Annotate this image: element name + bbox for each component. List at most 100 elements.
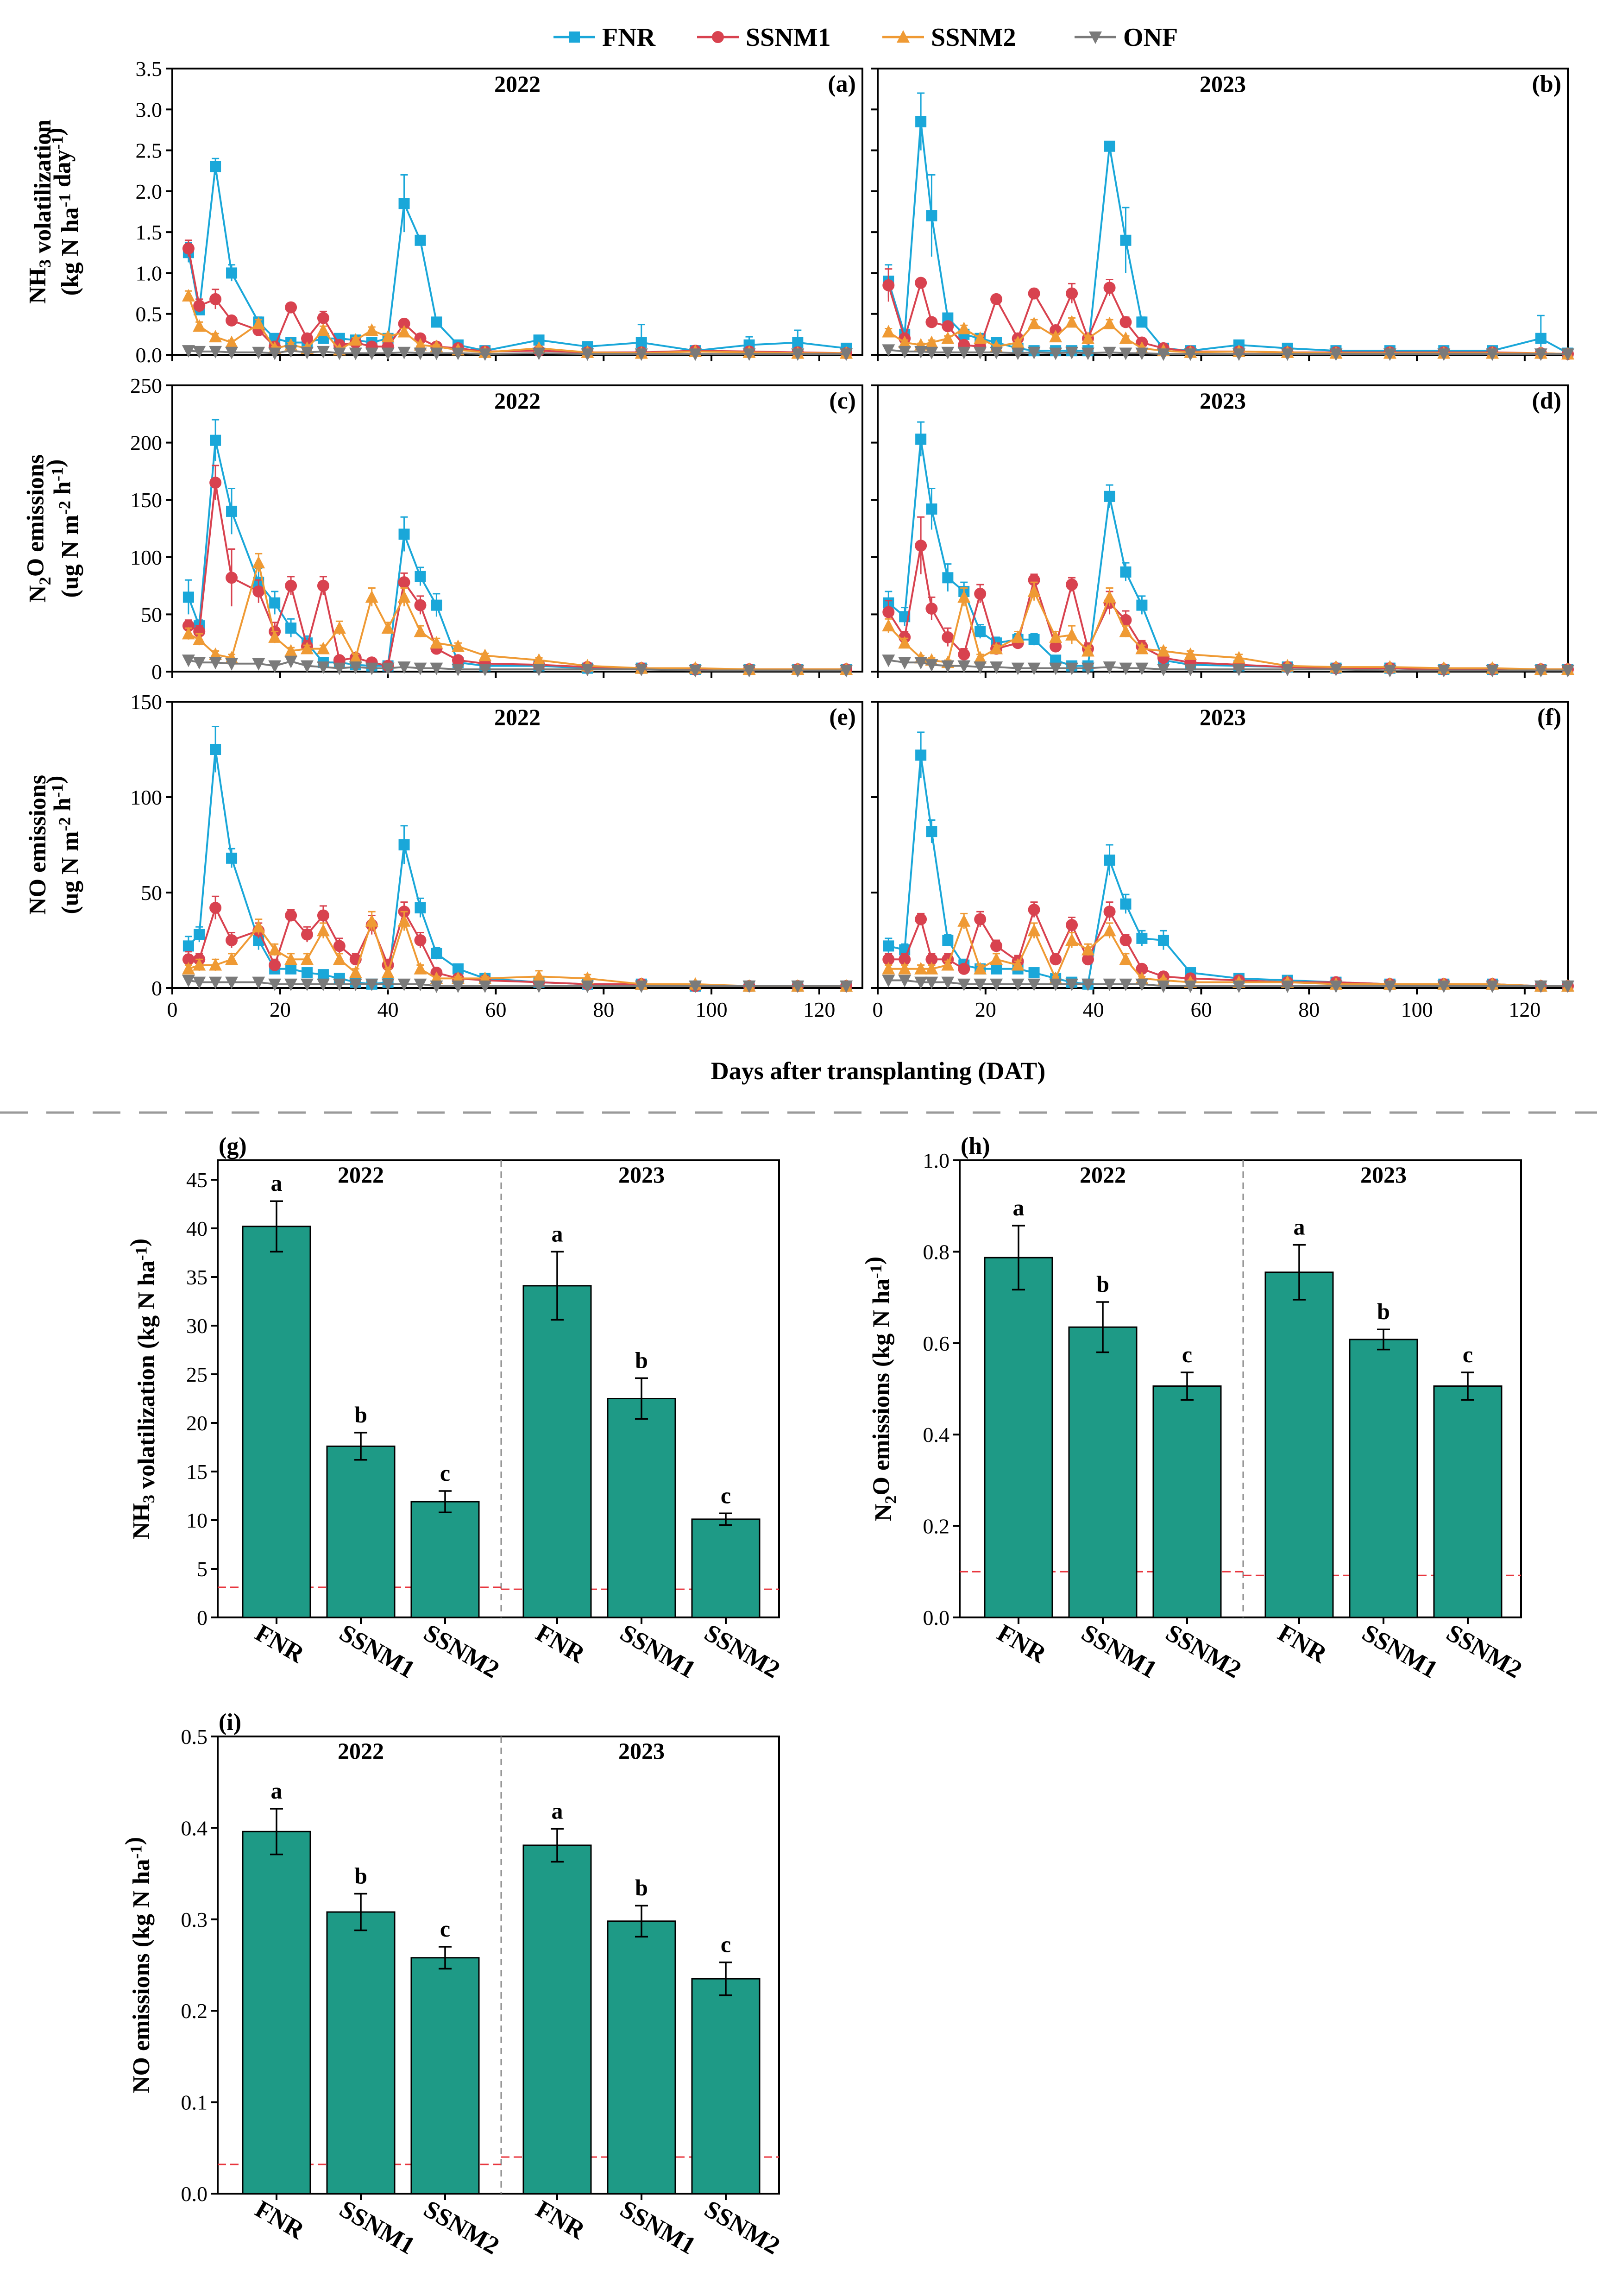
data-point: [1486, 348, 1499, 361]
data-point: [1065, 346, 1079, 359]
panel-label: (a): [828, 71, 856, 97]
data-point: [381, 662, 395, 675]
data-point: [1103, 590, 1116, 603]
data-point: [1383, 980, 1396, 993]
plot-frame: [959, 1159, 1522, 1618]
data-point: [882, 325, 895, 338]
data-point: [210, 161, 221, 172]
data-point: [915, 277, 927, 289]
data-point: [1050, 953, 1062, 966]
data-point: [914, 346, 928, 359]
data-point: [1120, 898, 1132, 910]
y-axis-title: N2O emissions (kg N ha-1): [861, 1257, 900, 1522]
y-tick-label: 0.4: [181, 1816, 208, 1840]
data-point: [252, 585, 265, 598]
significance-letter: a: [1294, 1214, 1305, 1240]
data-point: [581, 980, 594, 993]
data-point: [301, 642, 314, 654]
legend-label-fnr: FNR: [602, 23, 656, 52]
legend-marker-onf: [1089, 31, 1102, 44]
data-point: [532, 653, 546, 666]
data-point: [840, 348, 853, 361]
data-point: [942, 631, 954, 643]
data-point: [957, 660, 971, 673]
data-point: [478, 348, 492, 361]
data-point: [301, 978, 314, 991]
x-tick-label: 0: [167, 998, 178, 1021]
x-tick-label: 60: [485, 998, 506, 1021]
y-tick-label: 40: [186, 1217, 207, 1240]
data-point: [990, 642, 1003, 654]
legend-marker-ssnm1: [712, 31, 724, 43]
data-point: [1120, 566, 1132, 578]
data-point: [1027, 978, 1041, 991]
data-point: [1135, 662, 1149, 675]
y-tick-label: 1.0: [923, 1149, 950, 1172]
data-point: [958, 962, 970, 975]
data-point: [301, 952, 314, 965]
data-point: [1049, 630, 1063, 643]
data-point: [182, 242, 195, 255]
y-tick-label: 0.0: [181, 2182, 208, 2206]
x-tick-label: 100: [696, 998, 728, 1021]
panel-c-n2o-2022: 0 50 100 150 200 250 2022 (c) N2O emissions(ug N…: [22, 374, 863, 684]
data-point: [1119, 331, 1132, 344]
data-point: [1065, 315, 1079, 328]
data-point: [1119, 934, 1132, 946]
data-point: [1281, 348, 1294, 361]
data-point: [925, 316, 938, 328]
y-tick-label: 0: [151, 976, 162, 1000]
panel-label: (g): [219, 1133, 247, 1159]
data-point: [1011, 347, 1025, 360]
series-ssnm1: [882, 516, 1574, 676]
x-tick-label: 60: [1190, 998, 1212, 1021]
significance-letter: c: [440, 1460, 450, 1486]
data-point: [958, 648, 970, 660]
panel-label: (b): [1532, 71, 1561, 97]
data-point: [1011, 630, 1025, 643]
data-point: [1103, 282, 1116, 294]
data-point: [990, 978, 1003, 991]
data-point: [974, 913, 987, 925]
plot-frame: [171, 384, 863, 673]
year-label: 2022: [494, 388, 541, 414]
data-point: [414, 934, 427, 946]
data-point: [1028, 967, 1040, 979]
bar-fnr: [242, 1226, 311, 1618]
data-point: [882, 279, 895, 291]
data-point: [1027, 346, 1041, 359]
data-point: [957, 321, 971, 334]
data-point: [333, 621, 346, 634]
data-point: [925, 953, 938, 966]
data-point: [365, 662, 378, 675]
plot-frame: [877, 701, 1569, 989]
data-point: [397, 346, 411, 359]
data-point: [430, 347, 443, 360]
data-point: [898, 636, 912, 649]
data-point: [941, 976, 955, 989]
x-axis-title: Days after transplanting (DAT): [711, 1057, 1046, 1085]
y-tick-label: 0.3: [181, 1908, 208, 1931]
data-point: [225, 952, 239, 965]
data-point: [1066, 287, 1078, 300]
data-point: [209, 293, 222, 305]
series-line: [888, 979, 1568, 987]
x-category-label: SSNM1: [335, 1618, 420, 1683]
x-category-label: FNR: [531, 1618, 590, 1668]
data-point: [285, 963, 297, 975]
bar-ssnm1: [1349, 1339, 1418, 1618]
data-point: [1049, 978, 1063, 991]
bar-ssnm2: [691, 1518, 761, 1618]
data-point: [882, 344, 895, 357]
data-point: [926, 210, 937, 221]
bar-ssnm2: [410, 1957, 480, 2195]
data-point: [742, 980, 756, 993]
data-point: [398, 528, 410, 540]
data-point: [349, 347, 362, 360]
data-point: [1157, 664, 1170, 677]
x-category-label: SSNM2: [419, 2195, 504, 2259]
data-point: [957, 978, 971, 991]
series-onf: [182, 975, 853, 993]
y-tick-label: 0.5: [181, 1725, 208, 1749]
y-tick-label: 0: [151, 660, 162, 684]
